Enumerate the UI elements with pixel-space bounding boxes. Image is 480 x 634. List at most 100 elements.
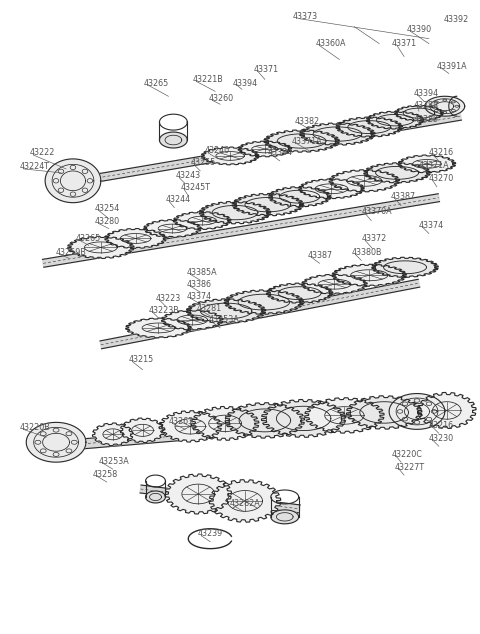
Text: 43253A: 43253A (208, 316, 239, 325)
Text: 43227T: 43227T (395, 463, 425, 472)
Polygon shape (364, 163, 431, 183)
Text: 43370A: 43370A (361, 207, 392, 216)
Polygon shape (225, 403, 305, 438)
Text: 43220C: 43220C (392, 450, 423, 459)
Polygon shape (301, 275, 367, 294)
Polygon shape (209, 480, 281, 522)
Text: 43371A: 43371A (292, 136, 323, 146)
Polygon shape (161, 310, 223, 330)
Polygon shape (201, 147, 259, 165)
Text: 43374: 43374 (186, 292, 211, 301)
Polygon shape (199, 202, 271, 224)
Text: 43374: 43374 (419, 221, 444, 230)
Polygon shape (300, 123, 375, 145)
Polygon shape (329, 170, 399, 192)
Text: 43223B: 43223B (148, 306, 180, 314)
Text: 43260: 43260 (208, 94, 233, 103)
Polygon shape (120, 418, 165, 443)
Text: 43243: 43243 (175, 171, 201, 180)
Text: 43265: 43265 (76, 234, 101, 243)
Polygon shape (224, 290, 304, 314)
Polygon shape (389, 394, 445, 429)
Text: 43223: 43223 (156, 294, 181, 302)
Text: 43387: 43387 (391, 192, 416, 201)
Polygon shape (144, 219, 201, 237)
Polygon shape (398, 155, 456, 172)
Polygon shape (186, 299, 266, 323)
Text: 43258: 43258 (93, 470, 118, 479)
Text: 43282A: 43282A (230, 500, 261, 508)
Text: 43244: 43244 (166, 195, 191, 204)
Polygon shape (159, 411, 222, 442)
Polygon shape (372, 257, 438, 277)
Polygon shape (264, 130, 339, 152)
Text: 43265: 43265 (144, 79, 169, 88)
Text: 43389: 43389 (414, 115, 439, 124)
Polygon shape (395, 105, 444, 121)
Polygon shape (140, 485, 300, 513)
Polygon shape (192, 406, 259, 440)
Polygon shape (347, 396, 422, 429)
Polygon shape (100, 280, 420, 349)
Polygon shape (266, 283, 333, 303)
Polygon shape (105, 228, 167, 249)
Text: 43371A: 43371A (419, 162, 450, 171)
Text: 43385A: 43385A (186, 268, 217, 277)
Text: 43239: 43239 (197, 529, 223, 538)
Text: 43216: 43216 (429, 421, 454, 430)
Text: 43384: 43384 (268, 148, 293, 157)
Polygon shape (92, 423, 133, 446)
Polygon shape (45, 159, 101, 203)
Polygon shape (305, 398, 384, 433)
Polygon shape (43, 194, 440, 268)
Text: 43390: 43390 (407, 25, 432, 34)
Polygon shape (62, 112, 461, 188)
Text: 43254: 43254 (95, 204, 120, 213)
Polygon shape (271, 510, 299, 524)
Text: 43253A: 43253A (99, 456, 130, 465)
Text: 43373: 43373 (293, 12, 318, 22)
Polygon shape (43, 410, 429, 452)
Polygon shape (126, 318, 191, 338)
Text: 43255: 43255 (190, 158, 216, 167)
Text: 43270: 43270 (429, 174, 454, 183)
Polygon shape (159, 132, 187, 148)
Polygon shape (232, 193, 304, 216)
Text: 43281: 43281 (196, 304, 221, 313)
Text: 43392: 43392 (444, 15, 469, 24)
Polygon shape (425, 96, 465, 116)
Text: 43371: 43371 (392, 39, 417, 48)
Polygon shape (145, 491, 166, 503)
Text: 43230: 43230 (429, 434, 454, 443)
Polygon shape (238, 141, 292, 157)
Text: 43391A: 43391A (437, 62, 468, 71)
Text: 43382: 43382 (295, 117, 320, 126)
Text: 43280: 43280 (95, 217, 120, 226)
Polygon shape (68, 236, 134, 259)
Text: 43222: 43222 (29, 148, 55, 157)
Polygon shape (449, 96, 457, 116)
Text: 43394: 43394 (233, 79, 258, 88)
Text: 43221B: 43221B (192, 75, 223, 84)
Text: 43240: 43240 (204, 146, 229, 155)
Polygon shape (165, 474, 231, 514)
Text: 43371: 43371 (254, 65, 279, 74)
Text: 43216: 43216 (429, 148, 454, 157)
Text: 43387: 43387 (308, 251, 333, 260)
Polygon shape (268, 186, 331, 207)
Text: 43386: 43386 (186, 280, 211, 288)
Text: 43360A: 43360A (315, 39, 346, 48)
Text: 43394: 43394 (414, 89, 439, 98)
Text: 43372: 43372 (361, 234, 386, 243)
Polygon shape (299, 179, 364, 198)
Polygon shape (262, 399, 346, 437)
Text: 43388: 43388 (414, 101, 439, 110)
Polygon shape (336, 117, 403, 137)
Text: 43224T: 43224T (19, 162, 49, 171)
Polygon shape (366, 112, 424, 129)
Polygon shape (332, 264, 407, 286)
Polygon shape (173, 212, 231, 230)
Text: 43263: 43263 (168, 417, 193, 426)
Text: 43245T: 43245T (180, 183, 210, 192)
Polygon shape (418, 392, 476, 429)
